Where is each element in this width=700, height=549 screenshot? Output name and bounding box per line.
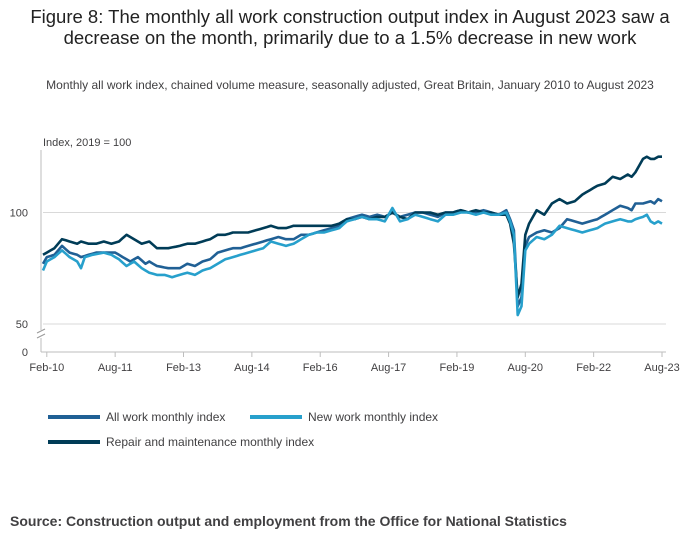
chart-subtitle: Monthly all work index, chained volume m… — [46, 78, 654, 92]
source-note: Source: Construction output and employme… — [10, 513, 567, 529]
axes: 0 50 100 Feb-10 Aug-11 Feb-13 Aug-14 Feb-16 Aug-… — [10, 150, 680, 374]
legend-item-new-work[interactable]: New work monthly index — [250, 410, 438, 424]
x-tick-label-Aug-17: Aug-17 — [371, 362, 406, 374]
legend-swatch-new-work — [250, 415, 302, 419]
legend-swatch-all-work — [48, 415, 100, 419]
series-line-repair-and-maintenance-monthly-index — [42, 155, 662, 299]
legend-label-all-work: All work monthly index — [106, 410, 226, 424]
x-tick-label-Feb-16: Feb-16 — [303, 362, 338, 374]
series-line-new-work-monthly-index — [41, 206, 663, 317]
axis-break-mark — [36, 333, 46, 339]
x-tick-label-Aug-11: Aug-11 — [98, 362, 133, 374]
x-tick-label-Feb-13: Feb-13 — [166, 362, 201, 374]
x-tick-label-Aug-23: Aug-23 — [644, 362, 679, 374]
axis-break-mark — [36, 328, 46, 334]
legend-item-all-work[interactable]: All work monthly index — [48, 410, 225, 424]
x-tick-label-Feb-19: Feb-19 — [440, 362, 475, 374]
chart-title: Figure 8: The monthly all work construct… — [30, 6, 670, 48]
x-tick-label-Feb-10: Feb-10 — [29, 362, 64, 374]
legend-label-new-work: New work monthly index — [308, 410, 439, 424]
y-tick-label-50: 50 — [16, 319, 28, 331]
y-tick-label-100: 100 — [10, 207, 28, 219]
y-axis-label: Index, 2019 = 100 — [43, 137, 131, 149]
series-lines — [41, 155, 663, 317]
legend-swatch-repair-maintenance — [48, 440, 100, 444]
x-tick-label-Aug-14: Aug-14 — [234, 362, 269, 374]
gridlines — [43, 211, 666, 325]
legend-label-repair-maintenance: Repair and maintenance monthly index — [106, 435, 315, 449]
series-line-all-work-monthly-index — [41, 197, 663, 308]
legend-item-repair-maintenance[interactable]: Repair and maintenance monthly index — [48, 435, 314, 449]
x-tick-label-Aug-20: Aug-20 — [508, 362, 543, 374]
x-tick-label-Feb-22: Feb-22 — [576, 362, 611, 374]
y-tick-label-0: 0 — [22, 347, 28, 359]
